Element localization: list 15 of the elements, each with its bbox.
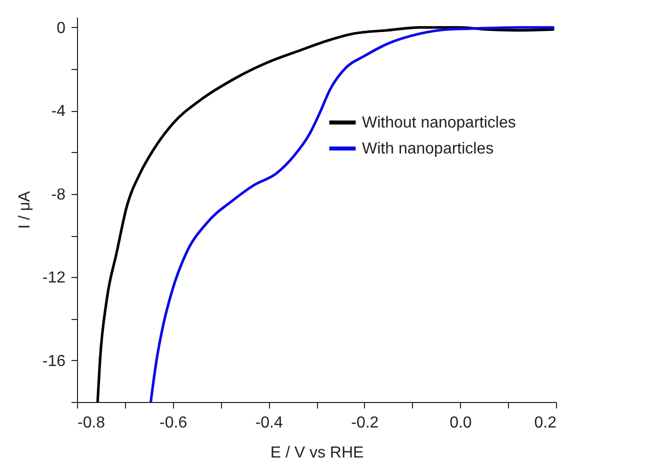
y-tick-label: -8 [51, 186, 66, 204]
legend-label: Without nanoparticles [362, 114, 516, 132]
x-tick-label: -0.8 [78, 414, 106, 432]
y-tick-label: -12 [42, 270, 66, 287]
x-tick-label: 0.0 [450, 414, 472, 432]
y-tick-label: -4 [51, 103, 66, 120]
x-tick-label: -0.4 [255, 414, 283, 432]
legend-label: With nanoparticles [362, 140, 494, 158]
y-tick-label: 0 [56, 20, 66, 37]
x-tick-label: 0.2 [534, 414, 557, 432]
x-axis-title: E / V vs RHE [270, 444, 364, 462]
x-tick-label: -0.2 [351, 414, 379, 432]
y-tick-label: -16 [42, 352, 66, 370]
y-axis-title: I / μA [16, 190, 34, 229]
x-tick-label: -0.6 [160, 414, 188, 432]
